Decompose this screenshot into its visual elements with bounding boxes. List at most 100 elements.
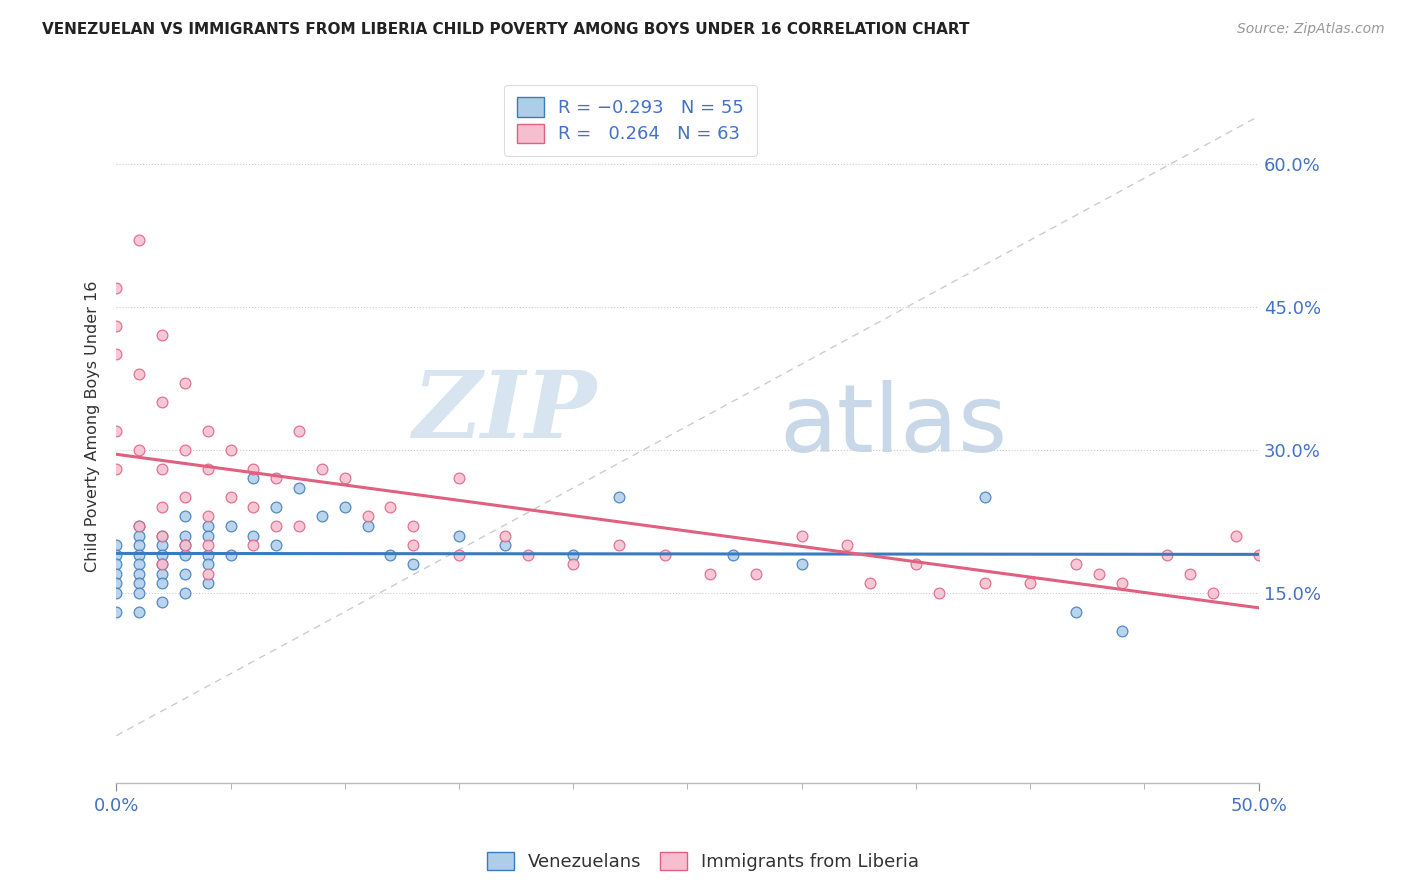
Text: VENEZUELAN VS IMMIGRANTS FROM LIBERIA CHILD POVERTY AMONG BOYS UNDER 16 CORRELAT: VENEZUELAN VS IMMIGRANTS FROM LIBERIA CH… [42, 22, 970, 37]
Point [1247, 548, 1270, 562]
Point [1156, 548, 1178, 562]
Point [128, 519, 150, 533]
Point [219, 519, 242, 533]
Text: atlas: atlas [779, 380, 1007, 472]
Point [333, 500, 356, 514]
Point [128, 557, 150, 571]
Point [128, 367, 150, 381]
Text: ZIP: ZIP [412, 367, 596, 457]
Point [197, 462, 219, 476]
Point [1225, 528, 1247, 542]
Point [973, 491, 995, 505]
Point [402, 519, 425, 533]
Point [128, 548, 150, 562]
Point [105, 576, 128, 591]
Point [380, 548, 402, 562]
Point [128, 586, 150, 600]
Point [380, 500, 402, 514]
Point [242, 528, 264, 542]
Point [242, 500, 264, 514]
Point [311, 509, 333, 524]
Point [197, 566, 219, 581]
Point [173, 548, 195, 562]
Point [1087, 566, 1109, 581]
Point [150, 576, 173, 591]
Point [173, 538, 195, 552]
Legend: R = −0.293   N = 55, R =   0.264   N = 63: R = −0.293 N = 55, R = 0.264 N = 63 [503, 85, 756, 156]
Point [173, 538, 195, 552]
Point [150, 500, 173, 514]
Point [105, 586, 128, 600]
Point [356, 509, 378, 524]
Point [197, 576, 219, 591]
Point [197, 538, 219, 552]
Point [219, 442, 242, 457]
Point [150, 548, 173, 562]
Point [1202, 586, 1225, 600]
Point [173, 586, 195, 600]
Point [699, 566, 721, 581]
Point [150, 462, 173, 476]
Point [264, 519, 287, 533]
Point [264, 538, 287, 552]
Point [173, 491, 195, 505]
Point [904, 557, 927, 571]
Point [1019, 576, 1042, 591]
Text: Source: ZipAtlas.com: Source: ZipAtlas.com [1237, 22, 1385, 37]
Point [150, 538, 173, 552]
Point [105, 548, 128, 562]
Point [1111, 624, 1133, 638]
Point [790, 528, 813, 542]
Point [745, 566, 768, 581]
Point [173, 376, 195, 390]
Point [105, 281, 128, 295]
Point [197, 548, 219, 562]
Point [150, 595, 173, 609]
Point [494, 538, 516, 552]
Point [128, 519, 150, 533]
Point [333, 471, 356, 485]
Point [173, 566, 195, 581]
Point [1111, 576, 1133, 591]
Point [150, 566, 173, 581]
Point [150, 557, 173, 571]
Legend: Venezuelans, Immigrants from Liberia: Venezuelans, Immigrants from Liberia [479, 845, 927, 879]
Point [288, 519, 311, 533]
Point [447, 548, 470, 562]
Point [288, 424, 311, 438]
Point [242, 471, 264, 485]
Point [721, 548, 744, 562]
Point [150, 395, 173, 409]
Point [607, 538, 630, 552]
Point [607, 491, 630, 505]
Point [197, 528, 219, 542]
Point [264, 471, 287, 485]
Point [173, 442, 195, 457]
Point [128, 566, 150, 581]
Point [128, 233, 150, 247]
Point [105, 557, 128, 571]
Point [150, 557, 173, 571]
Point [128, 528, 150, 542]
Y-axis label: Child Poverty Among Boys Under 16: Child Poverty Among Boys Under 16 [86, 280, 100, 572]
Point [105, 566, 128, 581]
Point [928, 586, 950, 600]
Point [447, 528, 470, 542]
Point [128, 538, 150, 552]
Point [402, 557, 425, 571]
Point [1064, 557, 1087, 571]
Point [1178, 566, 1201, 581]
Point [128, 576, 150, 591]
Point [150, 328, 173, 343]
Point [173, 509, 195, 524]
Point [973, 576, 995, 591]
Point [128, 605, 150, 619]
Point [105, 347, 128, 361]
Point [859, 576, 882, 591]
Point [311, 462, 333, 476]
Point [654, 548, 676, 562]
Point [197, 424, 219, 438]
Point [447, 471, 470, 485]
Point [173, 528, 195, 542]
Point [128, 442, 150, 457]
